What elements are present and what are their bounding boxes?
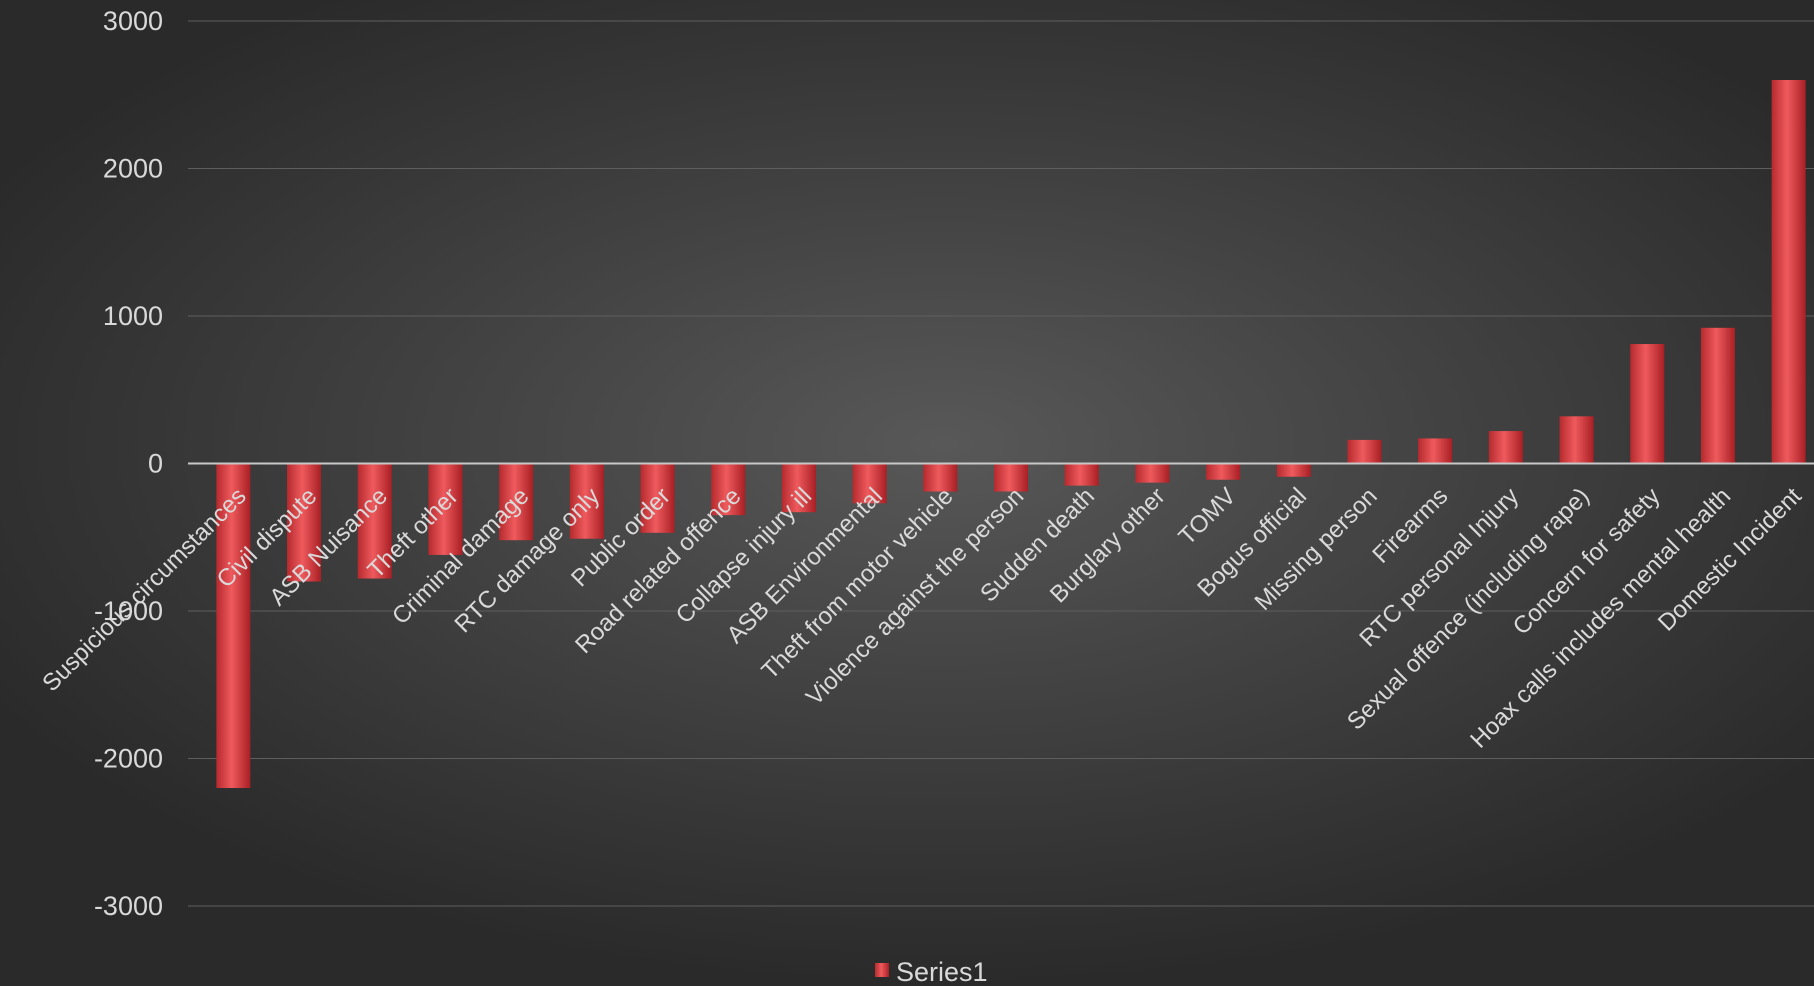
bar <box>852 463 887 504</box>
gridlines <box>188 20 1814 907</box>
bar <box>1347 439 1382 464</box>
y-axis-ticks: 3000 2000 1000 0 -1000 -2000 -3000 <box>94 6 163 921</box>
y-tick-label: 1000 <box>103 301 163 331</box>
bar <box>711 463 746 516</box>
bar <box>994 463 1028 492</box>
legend-item-series1: Series1 <box>875 957 988 986</box>
bar <box>1276 463 1311 477</box>
bar <box>1559 416 1594 464</box>
bar <box>499 463 534 541</box>
legend-swatch <box>875 963 889 977</box>
bar <box>1700 327 1735 464</box>
bars <box>216 80 1806 788</box>
legend: Series1 <box>875 957 988 986</box>
bar <box>569 463 604 539</box>
bar <box>1064 463 1099 486</box>
bar <box>357 463 392 579</box>
bar <box>1771 80 1806 464</box>
bar <box>781 463 816 513</box>
y-tick-label: -2000 <box>94 744 163 774</box>
category-label: Hoax calls includes mental health <box>1465 483 1736 754</box>
y-tick-label: 2000 <box>103 154 163 184</box>
bar <box>428 463 463 555</box>
bar <box>216 463 251 788</box>
y-tick-label: -3000 <box>94 891 163 921</box>
category-label: TOMV <box>1174 483 1242 551</box>
y-tick-label: 3000 <box>103 6 163 36</box>
bar <box>1206 463 1241 480</box>
category-label: Missing person <box>1249 483 1382 616</box>
bar <box>1488 431 1523 464</box>
y-tick-label: -1000 <box>94 596 163 626</box>
bar <box>923 463 958 492</box>
y-tick-label: 0 <box>148 449 163 479</box>
legend-label: Series1 <box>896 957 988 986</box>
bar <box>1135 463 1170 483</box>
bar <box>640 463 675 533</box>
bar <box>1630 344 1665 464</box>
bar <box>287 463 322 582</box>
bar <box>1418 438 1453 464</box>
